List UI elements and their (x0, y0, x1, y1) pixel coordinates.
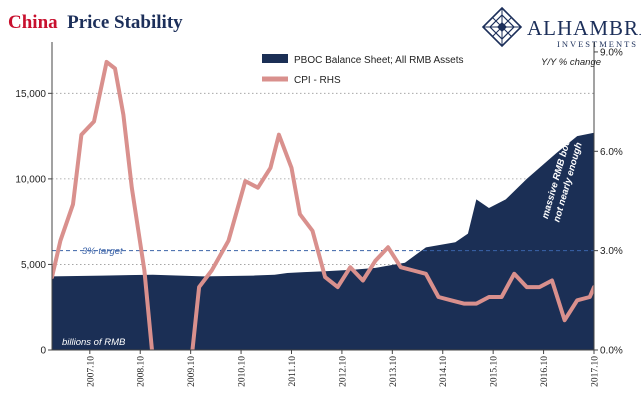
x-tick-label: 2016.10 (540, 356, 550, 387)
x-tick-label: 2014.10 (439, 356, 449, 387)
cpi-line-group (52, 59, 594, 350)
x-tick-label: 2012.10 (338, 356, 348, 387)
chart-title-highlight: China (8, 12, 58, 33)
right-tick-label: 6.0% (600, 147, 623, 158)
left-tick-label: 0 (40, 346, 46, 357)
x-tick-label: 2011.10 (288, 356, 298, 387)
balance-sheet-area (52, 132, 594, 350)
x-tick-label: 2017.10 (591, 356, 601, 387)
brand-tagline: INVESTMENTS (557, 39, 638, 49)
legend-swatch-balance-sheet (262, 54, 288, 63)
left-tick-label: 10,000 (15, 174, 46, 185)
left-axis-ticks: 0 5,000 10,000 15,000 (15, 89, 52, 357)
right-axis-title: Y/Y % change (541, 57, 601, 68)
legend-label-cpi: CPI - RHS (294, 75, 341, 86)
x-tick-label: 2008.10 (137, 356, 147, 387)
right-axis-ticks: 0.0% 3.0% 6.0% 9.0% (594, 47, 623, 357)
chart-title-rest: Price Stability (67, 12, 183, 33)
chart-title: China Price Stability (8, 12, 183, 33)
x-tick-label: 2015.10 (490, 356, 500, 387)
x-tick-label: 2007.10 (86, 356, 96, 387)
x-tick-label: 2010.10 (238, 356, 248, 387)
legend: PBOC Balance Sheet; All RMB Assets CPI -… (262, 54, 464, 86)
legend-label-balance-sheet: PBOC Balance Sheet; All RMB Assets (294, 55, 464, 66)
x-axis-ticks: 2007.10 2008.10 2009.10 2010.10 2011.10 2012.… (86, 350, 601, 387)
left-tick-label: 15,000 (15, 89, 46, 100)
target-line-label: 3% target (82, 246, 123, 257)
x-tick-label: 2009.10 (187, 356, 197, 387)
units-note: billions of RMB (62, 337, 126, 348)
lattice-diamond-icon (481, 6, 523, 48)
right-tick-label: 0.0% (600, 346, 623, 357)
series-balance-sheet-area (52, 132, 594, 350)
right-tick-label: 3.0% (600, 246, 623, 257)
brand-name: ALHAMBRA (527, 16, 641, 40)
brand-logo: ALHAMBRA INVESTMENTS (481, 6, 641, 49)
left-tick-label: 5,000 (21, 260, 46, 271)
x-tick-label: 2013.10 (389, 356, 399, 387)
right-tick-label: 9.0% (600, 47, 623, 58)
series-cpi-line (52, 59, 594, 350)
